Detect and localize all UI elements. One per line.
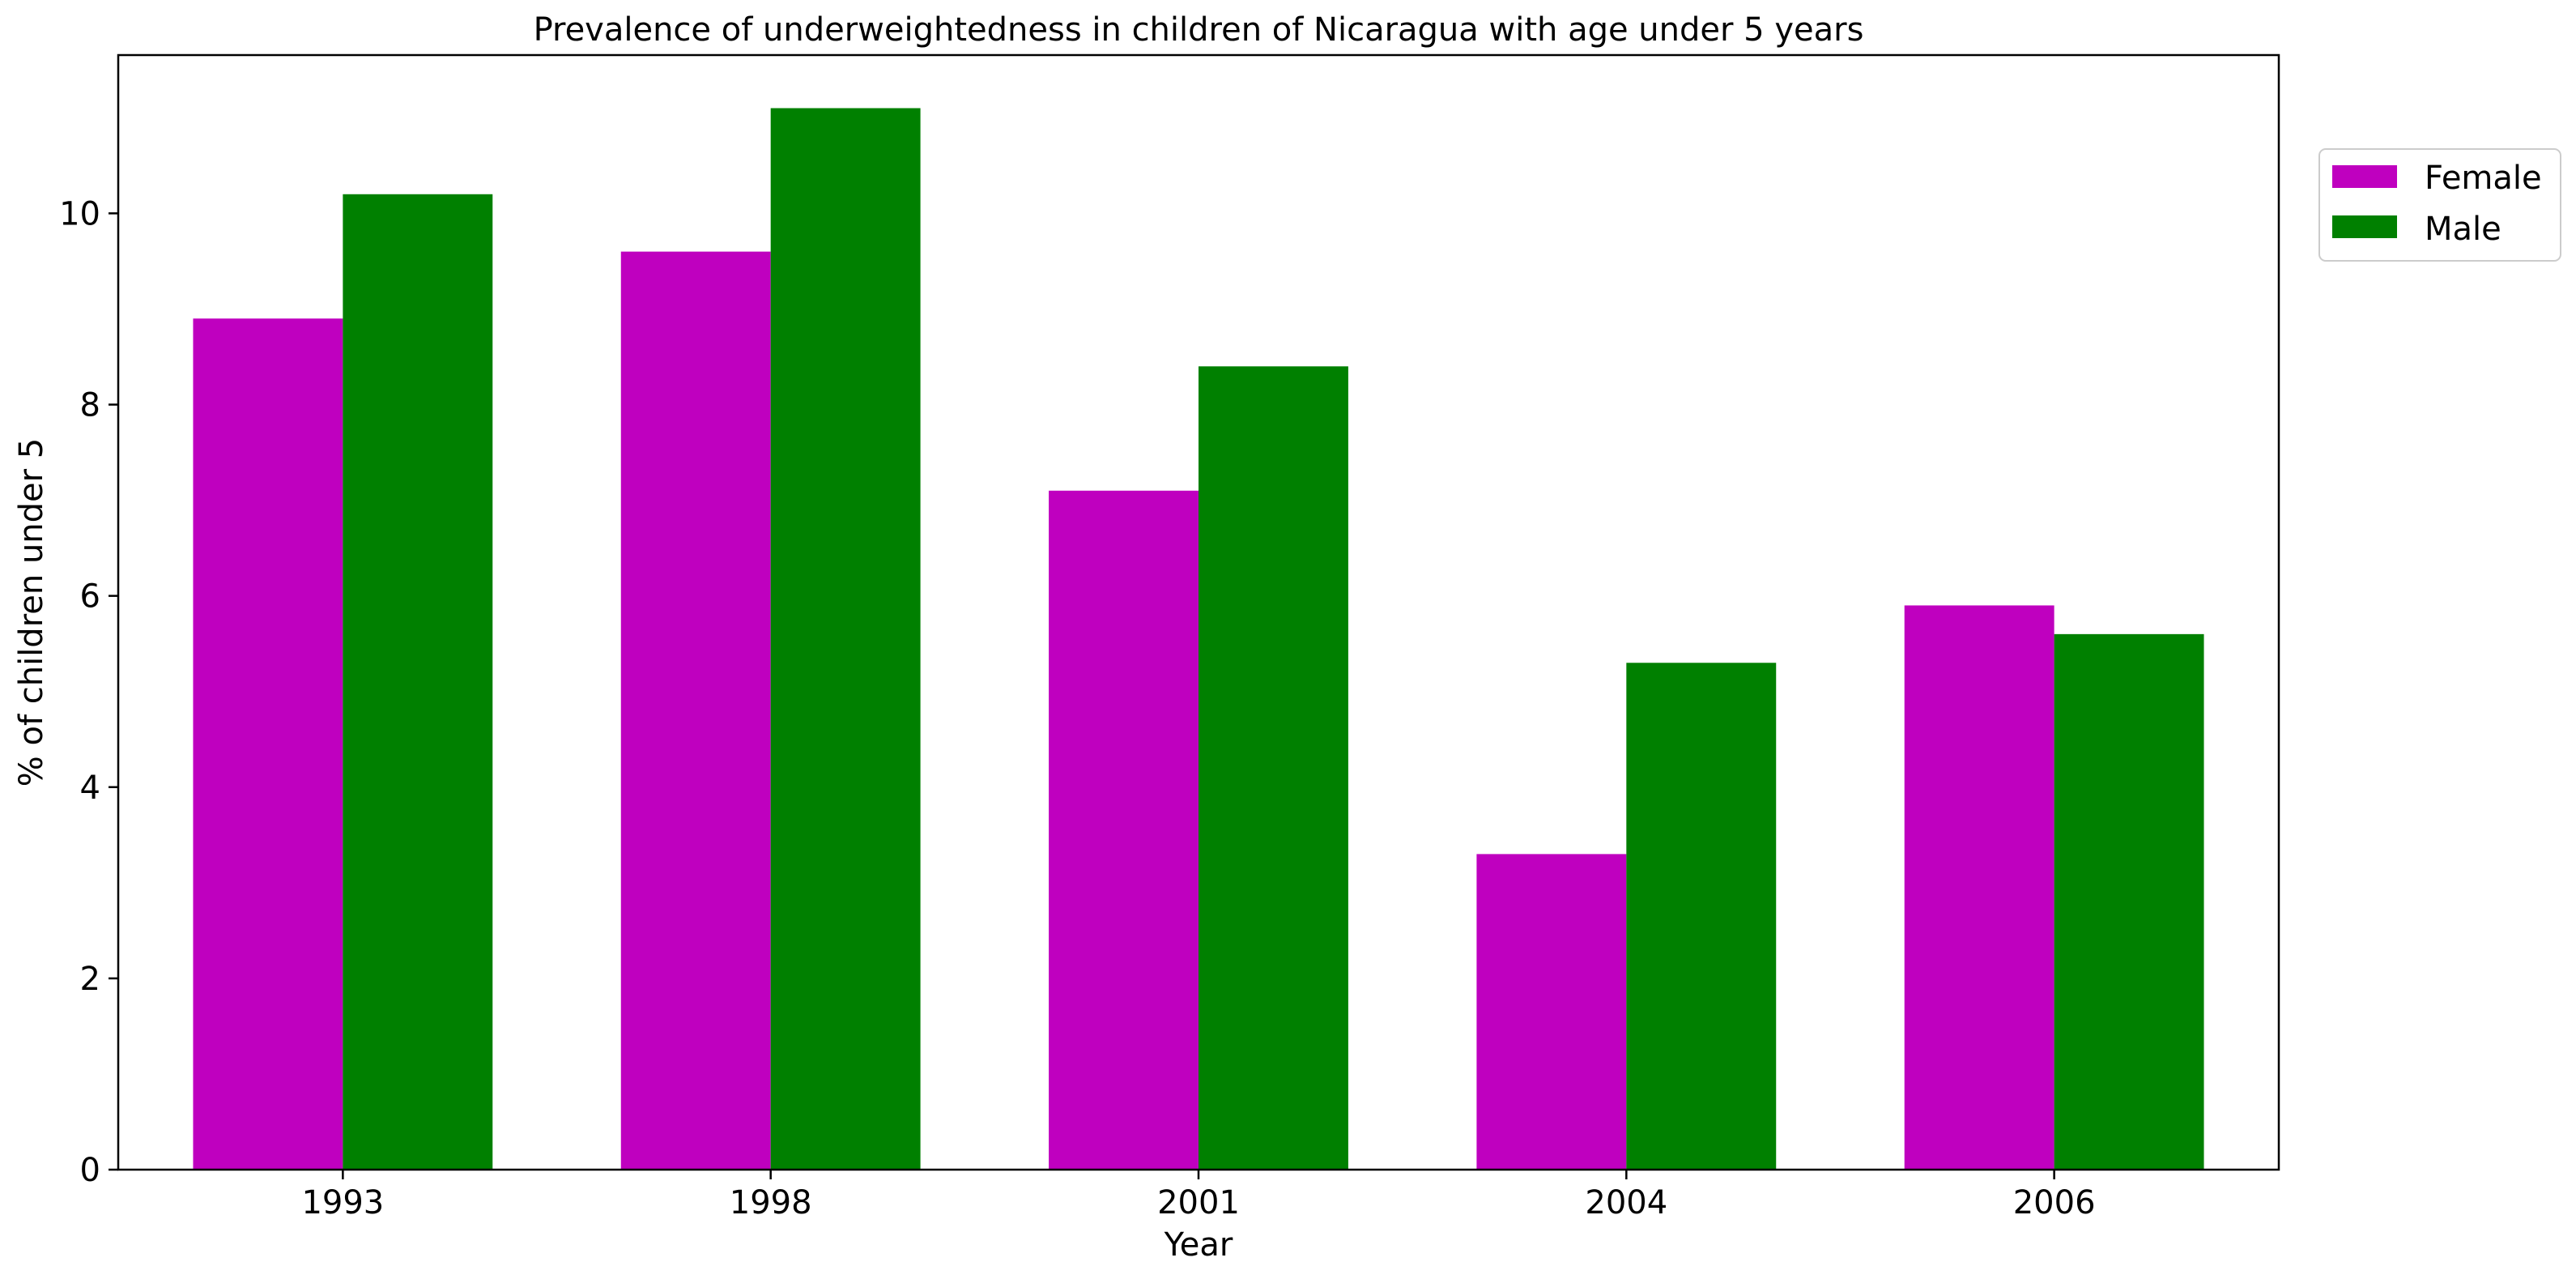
y-tick-label: 6 (80, 578, 100, 616)
y-tick-label: 8 (80, 387, 100, 424)
chart-title: Prevalence of underweightedness in child… (534, 11, 1864, 49)
y-tick-label: 2 (80, 961, 100, 998)
bars-layer (193, 108, 2204, 1170)
x-tick-label: 2001 (1157, 1184, 1240, 1221)
legend-label-male: Male (2425, 211, 2501, 248)
y-axis: 0 2 4 6 8 10 (59, 195, 118, 1189)
bar-female-1998 (620, 251, 771, 1170)
bar-male-1993 (343, 194, 493, 1170)
bar-female-2004 (1476, 854, 1627, 1170)
bar-male-2001 (1199, 366, 1348, 1170)
y-axis-label: % of children under 5 (13, 438, 50, 787)
x-axis-label: Year (1164, 1226, 1233, 1264)
bar-female-2006 (1904, 605, 2054, 1170)
legend: Female Male (2318, 148, 2561, 262)
x-tick-label: 1993 (301, 1184, 384, 1221)
x-tick-label: 2006 (2013, 1184, 2096, 1221)
legend-swatch-female (2332, 165, 2397, 188)
x-axis: 1993 1998 2001 2004 2006 (301, 1170, 2096, 1221)
bar-female-2001 (1049, 490, 1199, 1170)
bar-male-1998 (770, 108, 921, 1170)
legend-label-female: Female (2425, 160, 2542, 197)
bar-male-2006 (2054, 633, 2204, 1170)
bar-male-2004 (1626, 663, 1777, 1170)
y-tick-label: 4 (80, 770, 100, 807)
bar-female-1993 (193, 318, 343, 1170)
y-tick-label: 10 (59, 195, 100, 232)
legend-swatch-male (2332, 215, 2397, 238)
y-tick-label: 0 (80, 1152, 100, 1189)
x-tick-label: 2004 (1585, 1184, 1667, 1221)
x-tick-label: 1998 (730, 1184, 812, 1221)
